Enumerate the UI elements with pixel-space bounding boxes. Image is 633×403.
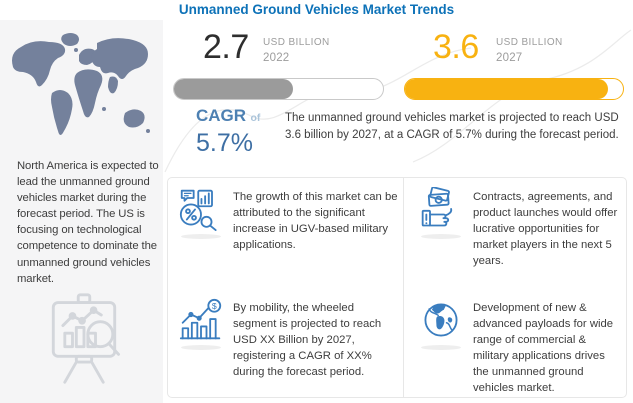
progress-fill-2027 (405, 79, 608, 99)
insight-card-payloads: Development of new & advanced payloads f… (404, 289, 626, 397)
insight-card-mobility: $ By mobility, the wheeled segment is pr… (168, 289, 404, 397)
year-label: 2022 (263, 52, 290, 64)
insight-text: Development of new & advanced payloads f… (473, 302, 614, 394)
year-label: 2027 (496, 52, 523, 64)
insight-card-growth: The growth of this market can be attribu… (168, 178, 404, 289)
unit-label: USD BILLION (263, 37, 330, 48)
insights-grid: The growth of this market can be attribu… (167, 177, 627, 398)
market-value-2027: 3.6 (433, 28, 479, 66)
icon-shadow (181, 345, 221, 350)
region-panel: North America is expected to lead the un… (0, 20, 163, 403)
page-title: Unmanned Ground Vehicles Market Trends (178, 2, 455, 17)
icon-shadow (181, 234, 221, 239)
money-hand-icon (417, 187, 465, 239)
analysis-board-icon (51, 293, 120, 384)
icon-shadow (421, 345, 461, 350)
insight-card-opportunities: Contracts, agreements, and product launc… (404, 178, 626, 289)
projection-text: The unmanned ground vehicles market is p… (285, 112, 619, 141)
world-map (11, 33, 150, 135)
icon-shadow (421, 234, 461, 239)
market-stats: 2.7 USD BILLION 2022 3.6 USD BILLION 202… (163, 20, 633, 177)
globe-icon (417, 298, 465, 350)
progress-bar-2022 (173, 78, 384, 100)
cagr-value: 5.7% (196, 129, 253, 157)
progress-fill-2022 (174, 79, 294, 99)
insight-text: Contracts, agreements, and product launc… (473, 191, 618, 267)
market-growth-icon (177, 187, 225, 239)
cagr-block: CAGR of 5.7% (196, 106, 260, 158)
progress-bar-2027 (404, 78, 624, 100)
insight-text: The growth of this market can be attribu… (233, 191, 398, 251)
market-unit-2022: USD BILLION 2022 (263, 37, 330, 64)
market-unit-2027: USD BILLION 2027 (496, 37, 563, 64)
chart-dollar-icon: $ (177, 298, 225, 350)
region-insight-text: North America is expected to lead the un… (17, 160, 159, 285)
insight-text: By mobility, the wheeled segment is proj… (233, 302, 382, 378)
svg-text:$: $ (212, 301, 217, 311)
unit-label: USD BILLION (496, 37, 563, 48)
cagr-label: CAGR (196, 106, 247, 125)
cagr-of-label: of (250, 112, 261, 124)
market-value-2022: 2.7 (203, 28, 249, 66)
